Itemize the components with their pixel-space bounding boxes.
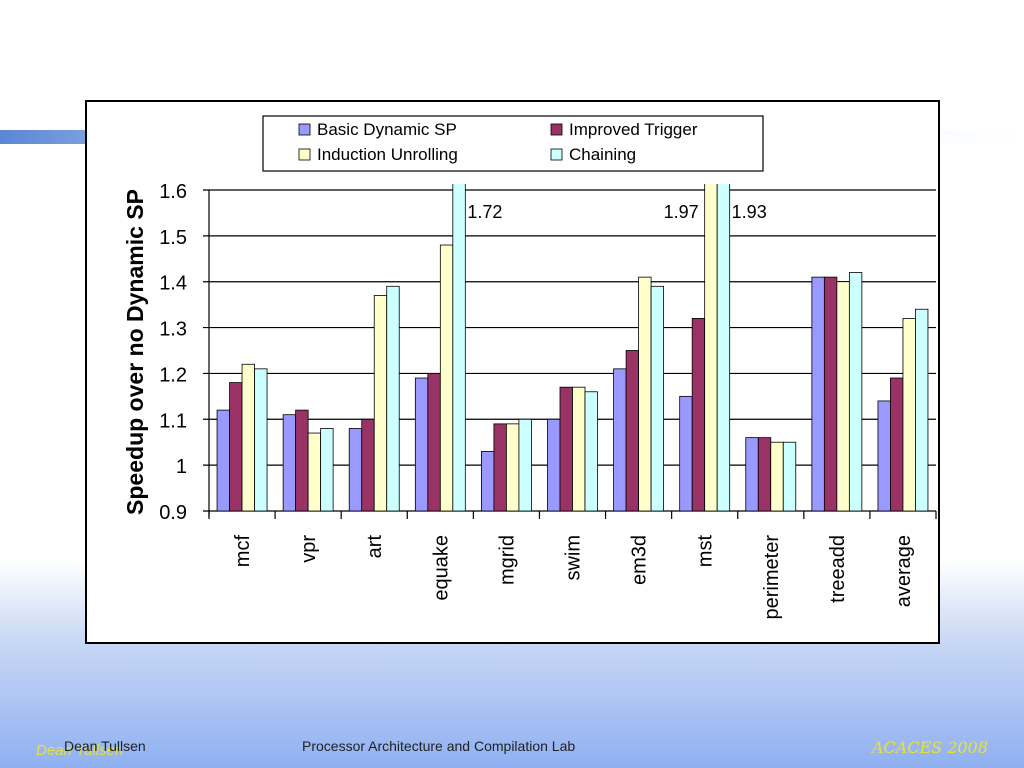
bar-art-1 [348,428,363,511]
x-tick-label: average [893,535,915,607]
bar-mgrid-3 [506,423,520,511]
bar-swim-4 [584,391,598,511]
bar-art-3 [373,295,388,511]
bar-mcf-4 [254,368,268,511]
x-tick-label: mcf [232,535,254,568]
x-tick-label: em3d [629,535,651,585]
footer-event: ACACES 2008 [872,738,989,757]
bar-art-4 [386,285,400,511]
y-tick-label: 1.4 [159,273,187,295]
annotation-label: 1.97 [664,202,699,222]
bar-perimeter-3 [770,441,784,511]
bar-art-2 [361,418,375,511]
bar-average-3 [902,317,916,511]
bar-treeadd-4 [848,272,863,511]
bar-swim-2 [559,386,573,511]
x-tick-label: art [364,535,386,559]
bar-em3d-3 [638,276,652,511]
legend-swatch [550,123,563,136]
legend-swatch [550,148,563,161]
bar-vpr-3 [307,432,322,511]
bar-mcf-1 [216,409,230,511]
x-tick-label: vpr [298,535,320,563]
x-tick-label: equake [430,535,452,601]
bar-mcf-2 [229,382,243,511]
bar-mst-4 [716,184,731,511]
bar-mgrid-1 [481,450,495,511]
legend-box [262,115,764,172]
legend-label: Chaining [569,145,636,164]
bar-em3d-4 [650,285,664,511]
bar-perimeter-4 [782,441,797,511]
bar-vpr-2 [295,409,309,511]
bar-treeadd-3 [836,281,850,511]
bar-average-4 [915,308,929,511]
bar-equake-4 [452,184,466,511]
x-tick-label: mst [695,535,717,568]
y-tick-label: 1.3 [159,319,187,341]
y-tick-label: 1.1 [159,410,187,432]
bar-chart: 0.9 1 1.1 1.2 1.3 1.4 1.5 1.6 Speedup over no Dy… [122,115,937,620]
x-tick-label: swim [563,535,585,581]
bar-vpr-4 [320,428,334,511]
annotation-label: 1.72 [467,202,502,222]
bar-perimeter-2 [757,437,772,511]
annotation-label: 1.93 [732,202,767,222]
chart-frame: 0.9 1 1.1 1.2 1.3 1.4 1.5 1.6 Speedup over no Dy… [85,100,940,644]
bar-perimeter-1 [745,437,759,511]
bar-mgrid-4 [518,418,532,511]
bar-swim-1 [547,418,561,511]
x-tick-label: mgrid [496,535,518,585]
bar-em3d-2 [625,350,639,511]
bar-equake-3 [439,244,454,511]
footer-lab: Processor Architecture and Compilation L… [302,738,576,754]
y-tick-label: 1.5 [159,227,187,249]
footer-author-shadow: Dean Tullsen [36,742,124,759]
legend-label: Improved Trigger [569,120,698,139]
x-tick-label: perimeter [761,535,783,620]
legend-swatch [298,123,311,136]
bar-treeadd-2 [823,276,838,511]
bar-mst-1 [679,395,693,511]
bar-mst-3 [704,184,718,511]
y-tick-label: 1.6 [159,181,187,203]
bar-average-1 [877,400,891,511]
bar-mgrid-2 [493,423,507,511]
x-tick-label: treeadd [827,535,849,603]
y-tick-label: 1 [176,456,187,478]
y-axis-title: Speedup over no Dynamic SP [122,189,148,515]
bar-equake-1 [414,377,429,511]
bar-mcf-3 [241,363,255,511]
legend-label: Induction Unrolling [317,145,458,164]
legend-swatch [298,148,311,161]
bars-group [216,184,929,511]
bar-em3d-1 [613,368,627,511]
bar-treeadd-1 [811,276,825,511]
bar-equake-2 [427,373,441,511]
bar-average-2 [890,377,904,511]
bar-mst-2 [691,317,706,511]
bar-swim-3 [572,386,586,511]
footer-author: Dean Tullsen [64,738,146,754]
bar-vpr-1 [282,414,297,511]
y-tick-label: 0.9 [159,502,187,524]
legend-label: Basic Dynamic SP [317,120,457,139]
y-tick-label: 1.2 [159,364,187,386]
